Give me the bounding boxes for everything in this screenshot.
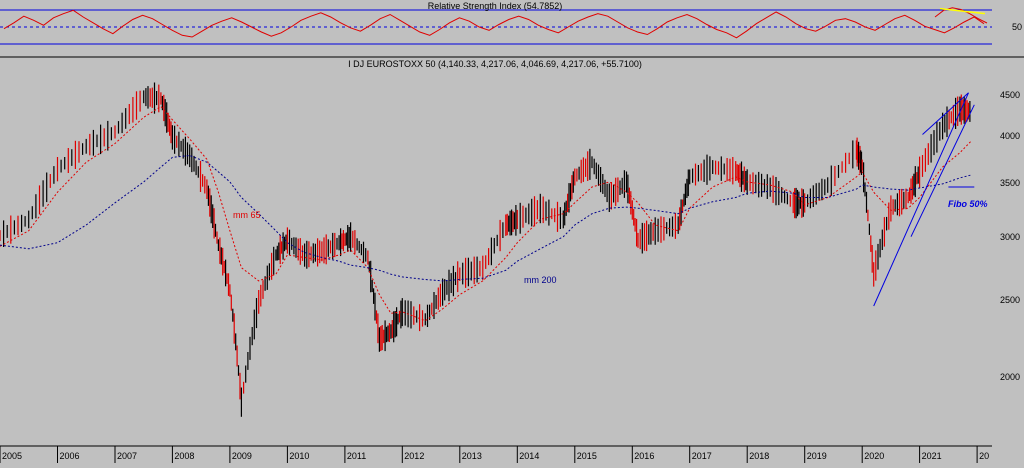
trendline-lower bbox=[873, 92, 969, 307]
x-tick-label: 2009 bbox=[232, 451, 252, 461]
rsi-pane bbox=[0, 0, 992, 56]
x-tick-label: 2013 bbox=[462, 451, 482, 461]
x-tick-label: 2020 bbox=[864, 451, 884, 461]
y-tick-4000: 4000 bbox=[1000, 131, 1020, 141]
x-tick-label: 2019 bbox=[807, 451, 827, 461]
rsi-recent-line bbox=[934, 7, 988, 24]
x-tick-label: 20 bbox=[979, 451, 989, 461]
rsi-title: Relative Strength Index (54.7852) bbox=[428, 1, 563, 11]
x-tick-label: 2006 bbox=[60, 451, 80, 461]
x-tick-label: 2010 bbox=[289, 451, 309, 461]
x-tick-label: 2021 bbox=[922, 451, 942, 461]
y-tick-4500: 4500 bbox=[1000, 90, 1020, 100]
y-tick-2500: 2500 bbox=[1000, 295, 1020, 305]
trendline-upper bbox=[922, 92, 969, 135]
main-chart-title: I DJ EUROSTOXX 50 (4,140.33, 4,217.06, 4… bbox=[348, 59, 642, 69]
rsi-divergence-trendline bbox=[939, 7, 986, 15]
x-tick-label: 2017 bbox=[692, 451, 712, 461]
x-tick-label: 2016 bbox=[634, 451, 654, 461]
trendline-support bbox=[910, 104, 975, 237]
x-tick-label: 2008 bbox=[174, 451, 194, 461]
annotation-mm65: mm 65 bbox=[233, 210, 261, 220]
mm65-line bbox=[0, 105, 972, 322]
rsi-y-tick-50: 50 bbox=[1012, 22, 1022, 32]
price-series bbox=[0, 82, 971, 417]
rsi-line bbox=[3, 9, 985, 39]
y-tick-3500: 3500 bbox=[1000, 178, 1020, 188]
annotation-mm200: mm 200 bbox=[524, 275, 557, 285]
x-tick-label: 2012 bbox=[404, 451, 424, 461]
x-tick-label: 2011 bbox=[347, 451, 366, 461]
x-tick-label: 2018 bbox=[749, 451, 769, 461]
annotation-fibo-50: Fibo 50% bbox=[948, 199, 988, 209]
x-tick-label: 2007 bbox=[117, 451, 137, 461]
x-tick-label: 2014 bbox=[519, 451, 539, 461]
y-tick-2000: 2000 bbox=[1000, 372, 1020, 382]
mm200-line bbox=[0, 154, 972, 282]
x-tick-label: 2015 bbox=[577, 451, 597, 461]
y-tick-3000: 3000 bbox=[1000, 232, 1020, 242]
x-tick-label: 2005 bbox=[2, 451, 22, 461]
